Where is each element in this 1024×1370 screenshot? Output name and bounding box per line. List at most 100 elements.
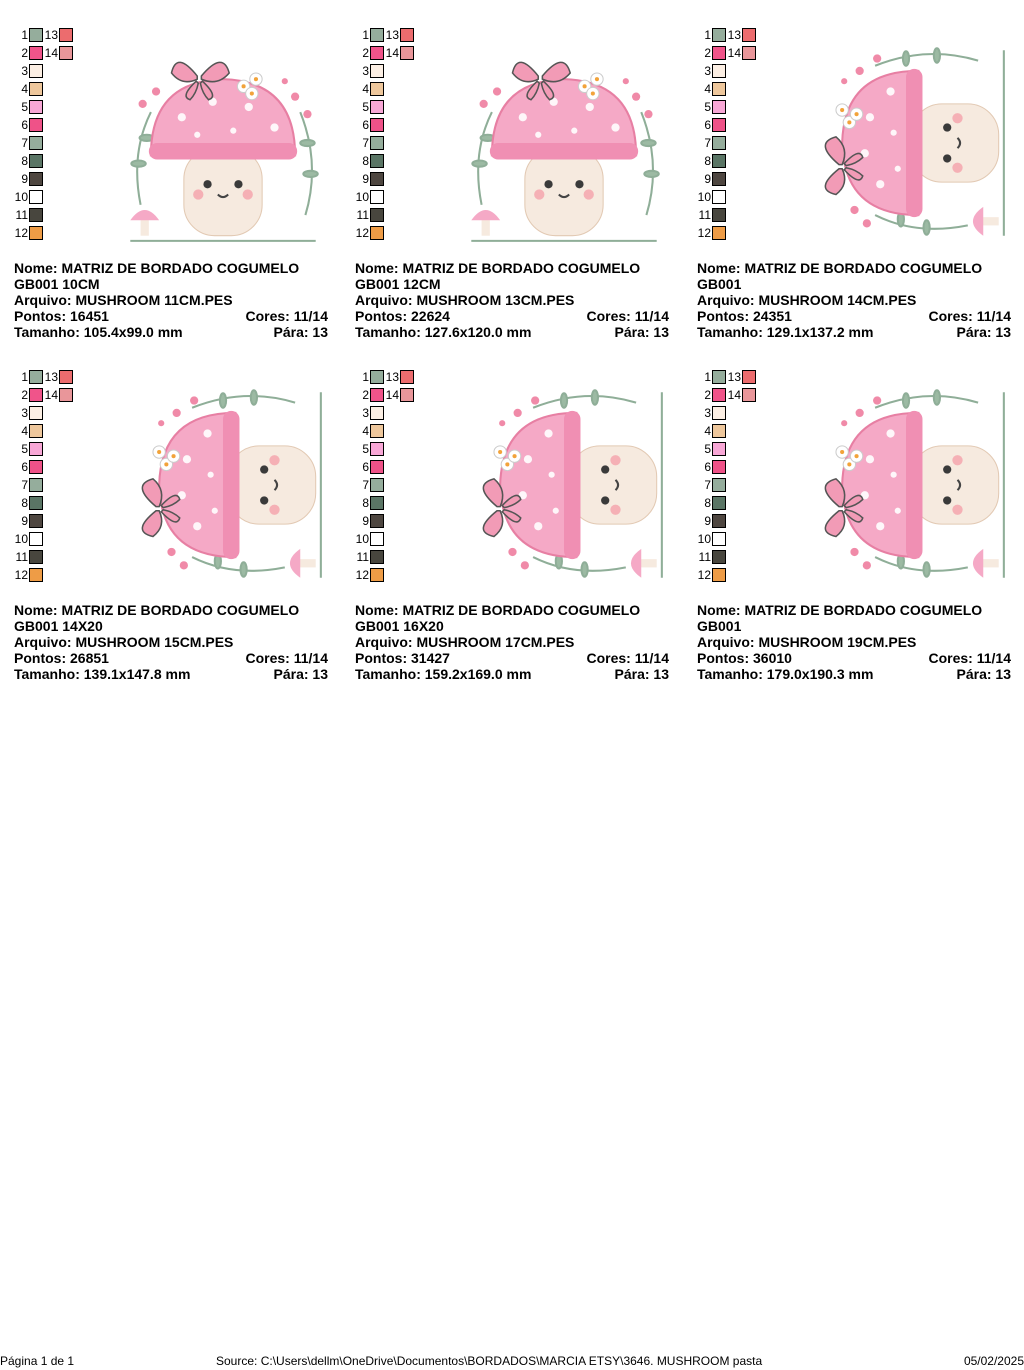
- swatch-color: [370, 496, 384, 510]
- swatch-number: 4: [704, 82, 711, 96]
- file-name: MUSHROOM 19CM.PES: [758, 634, 917, 650]
- swatch-color: [370, 478, 384, 492]
- print-date: 05/02/2025: [963, 1354, 1024, 1368]
- swatch-number: 10: [697, 190, 711, 204]
- swatch-number: 13: [44, 370, 58, 384]
- swatch-color: [370, 28, 384, 42]
- stitch-count: 24351: [753, 308, 792, 324]
- swatch-color: [29, 496, 43, 510]
- swatch-color: [712, 406, 726, 420]
- embroidery-preview: [461, 382, 667, 588]
- swatch-number: 4: [704, 424, 711, 438]
- swatch-color: [370, 64, 384, 78]
- face: [601, 455, 621, 515]
- design-name: MATRIZ DE BORDADO COGUMELO GB001 12CM: [355, 260, 641, 292]
- swatch-color: [370, 550, 384, 564]
- swatch-color: [29, 514, 43, 528]
- file-name: MUSHROOM 14CM.PES: [758, 292, 917, 308]
- swatch-color: [29, 28, 43, 42]
- stops-label: Pára:: [956, 324, 992, 340]
- design-info: Nome: MATRIZ DE BORDADO COGUMELO GB001 A…: [697, 260, 1011, 340]
- swatch-color: [712, 478, 726, 492]
- swatch-number: 11: [15, 550, 28, 564]
- swatch-color: [712, 460, 726, 474]
- name-label: Nome:: [355, 602, 399, 618]
- stop-count: 13: [653, 666, 669, 682]
- swatch-number: 8: [21, 496, 28, 510]
- swatch-number: 4: [362, 424, 369, 438]
- swatch-color: [712, 208, 726, 222]
- swatch-color: [370, 118, 384, 132]
- swatch-color: [712, 154, 726, 168]
- swatch-number: 2: [21, 46, 28, 60]
- swatch-color: [400, 28, 414, 42]
- swatch-color: [29, 550, 43, 564]
- stitch-count: 26851: [70, 650, 109, 666]
- flower-buds: [841, 396, 882, 570]
- swatch-color: [400, 388, 414, 402]
- design-info: Nome: MATRIZ DE BORDADO COGUMELO GB001 1…: [14, 602, 328, 682]
- swatch-color: [712, 46, 726, 60]
- cap-rim: [148, 143, 298, 160]
- swatch-color: [712, 64, 726, 78]
- swatch-number: 10: [14, 532, 28, 546]
- swatch-number: 9: [704, 172, 711, 186]
- swatch-color: [370, 442, 384, 456]
- swatch-number: 2: [362, 46, 369, 60]
- swatch-number: 11: [356, 550, 369, 564]
- flower-buds: [158, 396, 199, 570]
- embroidery-preview: [461, 40, 667, 246]
- stop-count: 13: [312, 666, 328, 682]
- swatch-color: [59, 370, 73, 384]
- swatch-number: 1: [21, 28, 28, 42]
- swatch-color: [712, 550, 726, 564]
- design-info: Nome: MATRIZ DE BORDADO COGUMELO GB001 1…: [355, 602, 669, 682]
- swatch-number: 14: [44, 46, 58, 60]
- name-label: Nome:: [14, 602, 58, 618]
- swatch-number: 12: [355, 568, 369, 582]
- swatch-number: 1: [362, 370, 369, 384]
- page-number: Página 1 de 1: [0, 1354, 75, 1368]
- swatch-number: 13: [385, 28, 399, 42]
- swatch-number: 6: [362, 460, 369, 474]
- swatch-number: 11: [698, 208, 711, 222]
- swatch-number: 1: [704, 28, 711, 42]
- size-label: Tamanho:: [355, 324, 421, 340]
- swatch-color: [59, 388, 73, 402]
- stops-label: Pára:: [956, 666, 992, 682]
- butterfly: [170, 61, 231, 101]
- swatch-number: 6: [704, 460, 711, 474]
- swatch-number: 10: [697, 532, 711, 546]
- swatch-number: 10: [14, 190, 28, 204]
- file-name: MUSHROOM 15CM.PES: [75, 634, 234, 650]
- swatch-color: [370, 424, 384, 438]
- design-size: 159.2x169.0 mm: [424, 666, 532, 682]
- swatch-number: 1: [362, 28, 369, 42]
- color-count: 11/14: [634, 308, 669, 324]
- swatch-number: 9: [21, 172, 28, 186]
- embroidery-preview: [803, 382, 1009, 588]
- swatch-color: [29, 190, 43, 204]
- name-label: Nome:: [14, 260, 58, 276]
- stitch-count: 16451: [70, 308, 109, 324]
- design-card: 1 2 3 4 5 6 7 8 9 10 11 12 13 1: [697, 28, 1024, 358]
- swatch-color: [29, 442, 43, 456]
- swatch-color: [370, 208, 384, 222]
- stitches-label: Pontos:: [14, 650, 67, 666]
- swatch-color: [29, 460, 43, 474]
- name-label: Nome:: [355, 260, 399, 276]
- swatch-number: 14: [727, 388, 741, 402]
- swatch-number: 13: [727, 370, 741, 384]
- swatch-number: 7: [21, 478, 28, 492]
- swatch-color: [712, 388, 726, 402]
- swatch-color: [400, 370, 414, 384]
- swatch-number: 2: [362, 388, 369, 402]
- swatch-number: 11: [698, 550, 711, 564]
- design-card: 1 2 3 4 5 6 7 8 9 10 11 12 13 1: [697, 370, 1024, 700]
- stop-count: 13: [995, 666, 1011, 682]
- swatch-number: 4: [21, 82, 28, 96]
- design-size: 179.0x190.3 mm: [766, 666, 874, 682]
- swatch-color: [712, 514, 726, 528]
- face: [534, 180, 594, 200]
- small-mushroom: [471, 209, 501, 236]
